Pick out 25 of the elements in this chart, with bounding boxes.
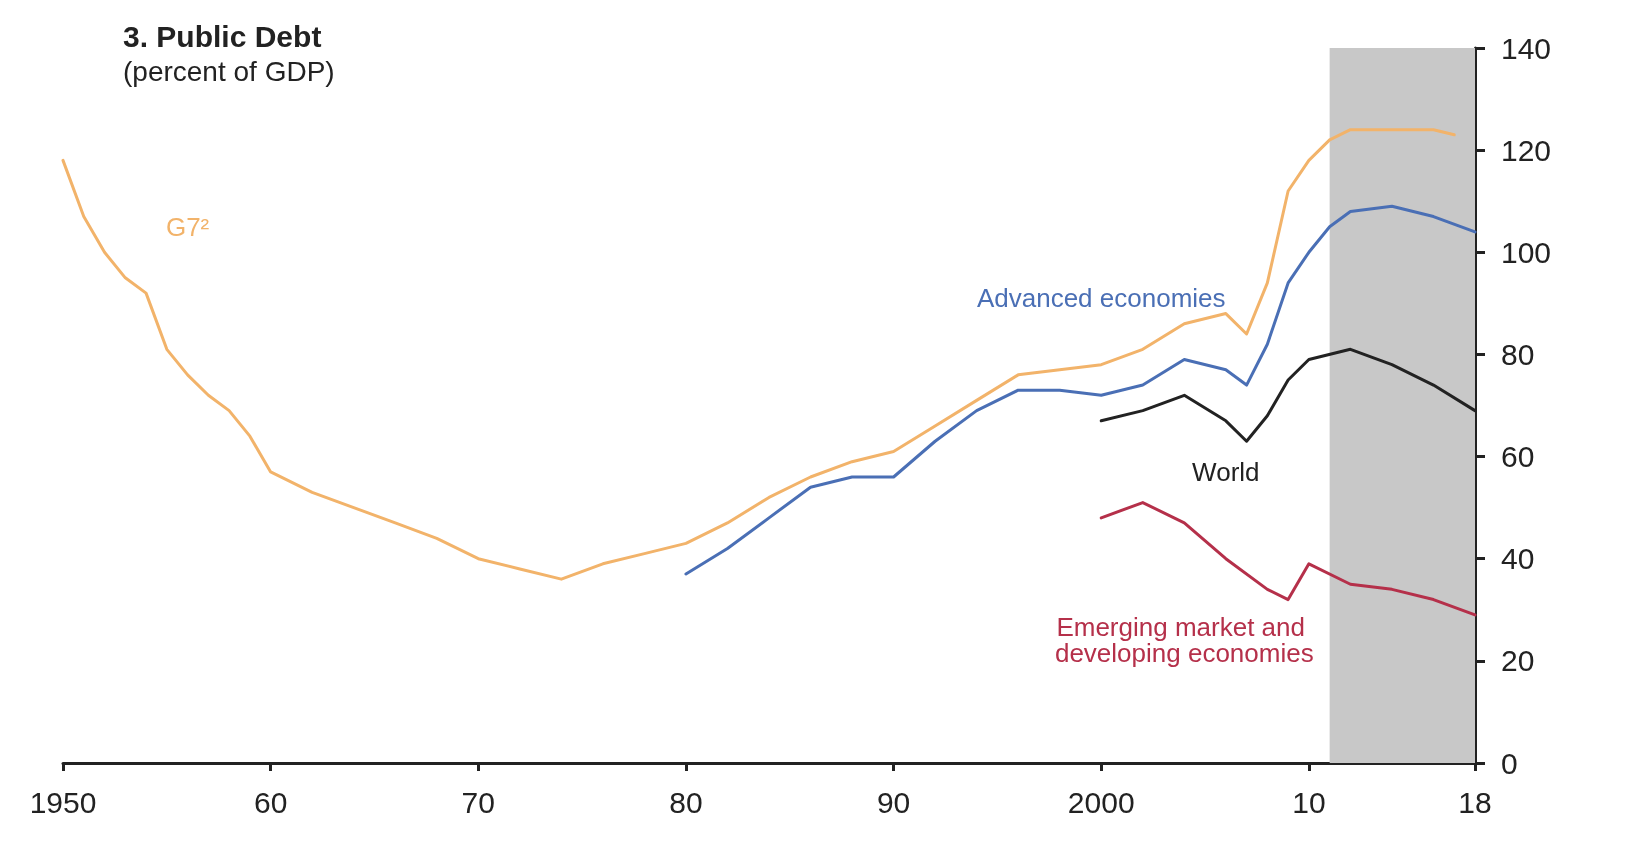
y-tick-label: 120 <box>1501 133 1552 167</box>
text: G7² <box>165 211 210 242</box>
chart-subtitle: (percent of GDP) <box>123 55 335 87</box>
y-tick-label: 80 <box>1501 337 1535 371</box>
y-tick-label: 60 <box>1501 440 1535 474</box>
line-series <box>61 128 1456 581</box>
line-series <box>684 204 1477 576</box>
y-tick-label: 20 <box>1501 644 1535 678</box>
y-tick-label: 100 <box>1501 235 1552 269</box>
x-tick-label: 70 <box>461 785 495 819</box>
x-tick-label: 80 <box>669 785 703 819</box>
y-tick-label: 140 <box>1501 31 1552 65</box>
y-tick-label: 40 <box>1501 542 1535 576</box>
x-tick-label: 1950 <box>29 785 97 819</box>
series-label: Emerging market and developing economies <box>1054 612 1314 669</box>
x-tick-label: 60 <box>253 785 288 819</box>
x-tick-label: 90 <box>876 785 911 819</box>
chart-title: 3. Public Debt <box>123 19 322 53</box>
x-tick-label: 10 <box>1292 785 1326 819</box>
x-tick-label: 2000 <box>1067 785 1135 819</box>
series-label: Advanced economies <box>976 283 1226 314</box>
series-label: World <box>1192 456 1260 487</box>
line-series <box>1099 501 1477 617</box>
y-tick-label: 0 <box>1501 746 1518 780</box>
x-tick-label: 18 <box>1458 785 1492 819</box>
